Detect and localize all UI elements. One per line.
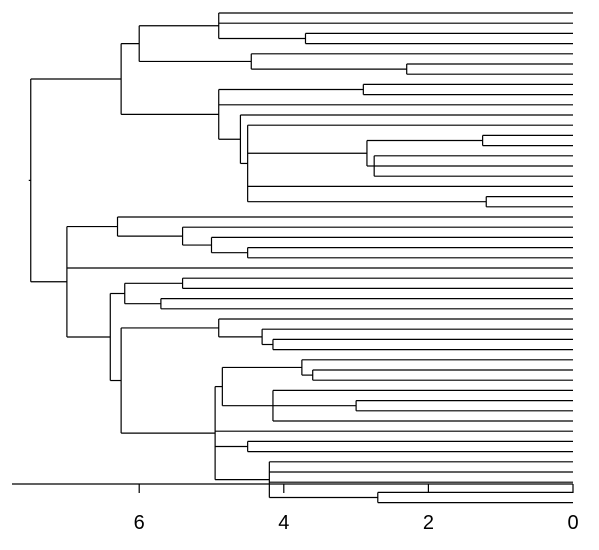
dendrogram-branches bbox=[28, 12, 573, 504]
x-axis-tick-label: 0 bbox=[567, 512, 578, 534]
x-axis: 6 4 2 0 bbox=[12, 483, 579, 534]
x-axis-tick-label: 6 bbox=[134, 512, 145, 534]
x-axis-tick-label: 2 bbox=[423, 512, 434, 534]
x-axis-tick-label: 4 bbox=[278, 512, 289, 534]
